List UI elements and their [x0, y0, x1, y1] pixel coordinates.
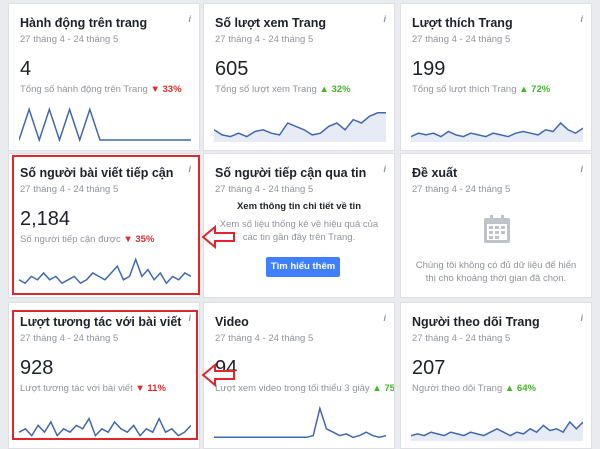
date-range: 27 tháng 4 - 24 tháng 5 [20, 34, 119, 45]
metric-subtitle: Tổng số lượt xem Trang ▲ 32% [215, 84, 351, 95]
metric-card[interactable]: Số người bài viết tiếp cận i 27 tháng 4 - … [8, 153, 200, 298]
sparkline [411, 121, 583, 142]
metric-value: 199 [412, 58, 446, 80]
subtitle-text: Người theo dõi Trang [412, 383, 503, 394]
change: ▼ 35% [123, 234, 155, 245]
info-icon[interactable]: i [188, 164, 191, 174]
sparkline [214, 112, 386, 142]
card-title: Số lượt xem Trang [215, 16, 327, 30]
learn-more-button[interactable]: Tìm hiểu thêm [266, 257, 340, 277]
metric-card[interactable]: Lượt tương tác với bài viết i 27 tháng 4 -… [8, 302, 200, 449]
arrow [201, 225, 235, 249]
sparkline-line [19, 257, 191, 285]
change: ▲ 32% [319, 84, 351, 95]
sparkline [19, 416, 191, 437]
metric-subtitle: Tổng số lượt thích Trang ▲ 72% [412, 84, 550, 95]
metric-value: 928 [20, 357, 54, 379]
change: ▲ 72% [519, 84, 551, 95]
metric-value: 207 [412, 357, 446, 379]
metric-subtitle: Người theo dõi Trang ▲ 64% [412, 383, 536, 394]
card-title: Đề xuất [412, 166, 458, 180]
info-icon[interactable]: i [580, 164, 583, 174]
sparkline-line [411, 420, 583, 437]
metric-card[interactable]: Số lượt xem Trang i 27 tháng 4 - 24 tháng … [203, 3, 395, 151]
info-icon[interactable]: i [580, 14, 583, 24]
card-title: Số người tiếp cận qua tin [215, 166, 367, 180]
metric-value: 2,184 [20, 208, 71, 230]
metric-card[interactable]: Lượt thích Trang i 27 tháng 4 - 24 tháng 5… [400, 3, 592, 151]
date-range: 27 tháng 4 - 24 tháng 5 [412, 184, 511, 195]
change: ▲ 64% [504, 383, 536, 394]
sparkline-line [19, 416, 191, 437]
metric-card[interactable]: Hành động trên trang i 27 tháng 4 - 24 thá… [8, 3, 200, 151]
date-range: 27 tháng 4 - 24 tháng 5 [215, 34, 314, 45]
metric-card[interactable]: Số người tiếp cận qua tin i 27 tháng 4 - 2… [203, 153, 395, 298]
date-range: 27 tháng 4 - 24 tháng 5 [20, 184, 119, 195]
calendar-icon [483, 214, 511, 249]
subtitle-text: Tổng số lượt xem Trang [215, 84, 317, 95]
sparkline [411, 420, 583, 441]
date-range: 27 tháng 4 - 24 tháng 5 [412, 333, 511, 344]
sparkline-area [411, 422, 583, 441]
metric-value: 4 [20, 58, 32, 80]
change: ▼ 11% [135, 383, 166, 394]
metric-card[interactable]: Người theo dõi Trang i 27 tháng 4 - 24 thá… [400, 302, 592, 449]
highlight-box [12, 310, 198, 440]
highlight-box [12, 155, 200, 295]
date-range: 27 tháng 4 - 24 tháng 5 [412, 34, 511, 45]
sparkline [19, 107, 191, 142]
card-title: Người theo dõi Trang [412, 315, 540, 329]
info-heading: Xem thông tin chi tiết về tin [236, 201, 362, 212]
arrow [201, 363, 235, 387]
sparkline-line [214, 112, 386, 138]
card-title: Lượt tương tác với bài viết [20, 315, 182, 329]
change: ▼ 33% [150, 84, 182, 95]
card-title: Video [215, 315, 249, 329]
metric-subtitle: Lượt xem video trong tối thiểu 3 giây ▲ … [215, 383, 395, 394]
subtitle-text: Tổng số lượt thích Trang [412, 84, 517, 95]
date-range: 27 tháng 4 - 24 tháng 5 [20, 333, 119, 344]
sparkline-line [214, 405, 386, 439]
sparkline-area [411, 123, 583, 142]
info-text: Xem số liệu thống kê về hiệu quả của các… [219, 219, 379, 243]
subtitle-text: Lượt tương tác với bài viết [20, 383, 133, 394]
change: ▲ 755% [372, 383, 395, 394]
date-range: 27 tháng 4 - 24 tháng 5 [215, 333, 314, 344]
metric-value: 605 [215, 58, 249, 80]
info-icon[interactable]: i [188, 313, 191, 323]
card-title: Số người bài viết tiếp cận [20, 166, 174, 180]
sparkline-area [214, 112, 386, 142]
metric-subtitle: Tổng số hành động trên Trang ▼ 33% [20, 84, 182, 95]
info-icon[interactable]: i [383, 164, 386, 174]
metric-subtitle: Lượt tương tác với bài viết ▼ 11% [20, 383, 166, 394]
info-icon[interactable]: i [383, 14, 386, 24]
sparkline [214, 405, 386, 439]
sparkline-line [19, 107, 191, 142]
calendar [484, 215, 510, 243]
metric-subtitle: Số người tiếp cận được ▼ 35% [20, 234, 154, 245]
empty-text: Chúng tôi không có đủ dữ liệu để hiển th… [415, 260, 577, 284]
metric-card[interactable]: Đề xuất i 27 tháng 4 - 24 tháng 5 Chúng tôi… [400, 153, 592, 298]
card-title: Hành động trên trang [20, 16, 148, 30]
subtitle-text: Lượt xem video trong tối thiểu 3 giây [215, 383, 370, 394]
info-icon[interactable]: i [580, 313, 583, 323]
info-icon[interactable]: i [188, 14, 191, 24]
subtitle-text: Tổng số hành động trên Trang [20, 84, 148, 95]
sparkline-line [411, 121, 583, 138]
info-icon[interactable]: i [383, 313, 386, 323]
card-title: Lượt thích Trang [412, 16, 513, 30]
sparkline [19, 257, 191, 285]
subtitle-text: Số người tiếp cận được [20, 234, 121, 245]
date-range: 27 tháng 4 - 24 tháng 5 [215, 184, 314, 195]
